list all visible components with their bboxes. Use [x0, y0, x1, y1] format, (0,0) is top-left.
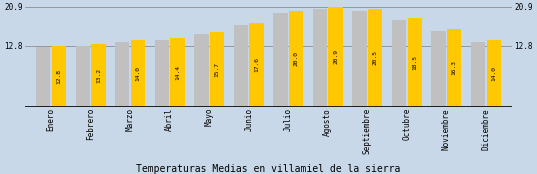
- Text: 18.5: 18.5: [412, 55, 417, 70]
- Bar: [194, 34, 208, 106]
- Bar: [210, 32, 224, 106]
- Bar: [352, 11, 367, 106]
- Text: 14.0: 14.0: [491, 66, 496, 81]
- Bar: [76, 46, 90, 106]
- Bar: [471, 42, 485, 106]
- Bar: [392, 20, 406, 106]
- Bar: [329, 7, 343, 106]
- Bar: [131, 40, 145, 106]
- Text: Temperaturas Medias en villamiel de la sierra: Temperaturas Medias en villamiel de la s…: [136, 164, 401, 174]
- Text: 13.2: 13.2: [96, 68, 101, 83]
- Text: 17.6: 17.6: [254, 57, 259, 72]
- Bar: [115, 42, 129, 106]
- Text: 12.8: 12.8: [56, 69, 61, 84]
- Bar: [52, 46, 66, 106]
- Bar: [408, 18, 422, 106]
- Text: 15.7: 15.7: [214, 62, 220, 77]
- Bar: [36, 48, 50, 106]
- Text: 14.4: 14.4: [175, 65, 180, 80]
- Text: 20.9: 20.9: [333, 49, 338, 64]
- Bar: [249, 23, 264, 106]
- Bar: [289, 11, 303, 106]
- Text: 20.0: 20.0: [294, 51, 299, 66]
- Bar: [91, 44, 106, 106]
- Bar: [234, 25, 248, 106]
- Bar: [431, 31, 446, 106]
- Bar: [487, 40, 501, 106]
- Bar: [273, 13, 288, 106]
- Bar: [368, 9, 382, 106]
- Bar: [170, 38, 185, 106]
- Text: 16.3: 16.3: [452, 60, 456, 75]
- Text: 14.0: 14.0: [135, 66, 141, 81]
- Text: 20.5: 20.5: [373, 50, 378, 65]
- Bar: [313, 9, 327, 106]
- Bar: [447, 29, 461, 106]
- Bar: [155, 40, 169, 106]
